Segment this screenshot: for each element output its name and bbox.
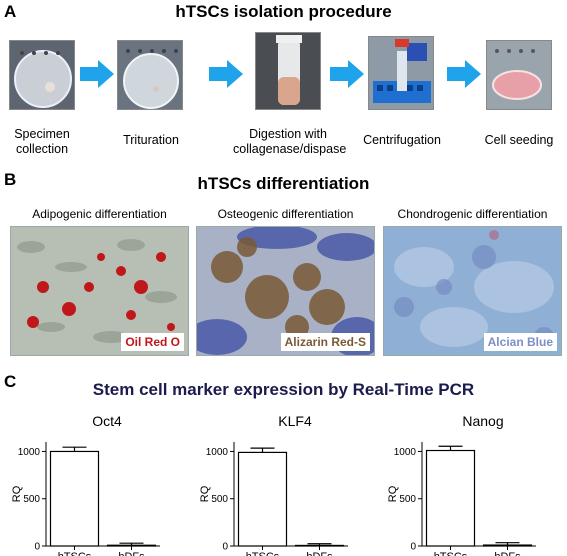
- step-label-line: collagenase/dispase: [233, 142, 347, 156]
- y-axis-label: RQ: [387, 485, 399, 502]
- culture-dish-icon: [486, 40, 552, 110]
- bar-chart-oct4: Oct4 RQ 0 500 1000 hTSCs hDFs: [11, 413, 160, 556]
- step-label-line: Centrifugation: [363, 133, 441, 147]
- bar-htscs: [237, 451, 288, 547]
- y-tick-label: 1000: [394, 447, 417, 458]
- bar-hdfs: [482, 544, 533, 547]
- x-tick-label: hDFs: [118, 551, 145, 556]
- step-label-line: Trituration: [123, 133, 179, 147]
- x-tick-label: hTSCs: [434, 551, 468, 556]
- stain-label-oil-red-o: Oil Red O: [121, 333, 184, 351]
- bar-htscs: [425, 449, 476, 547]
- step-label-digestion: Digestion with collagenase/dispase: [233, 127, 347, 157]
- step-label-line: Cell seeding: [484, 133, 554, 147]
- step-label-line: collection: [15, 142, 69, 156]
- arrow-icon: [447, 60, 481, 88]
- step-label-seeding: Cell seeding: [464, 133, 567, 148]
- arrow-icon: [80, 60, 114, 88]
- stain-label-alizarin-red-s: Alizarin Red-S: [280, 333, 370, 351]
- y-axis-label: RQ: [199, 485, 211, 502]
- bar-hdfs: [106, 544, 157, 547]
- diff-label-osteogenic: Osteogenic differentiation: [217, 207, 354, 221]
- y-tick-label: 0: [34, 542, 40, 553]
- tube-rack-icon: [368, 36, 434, 110]
- arrow-icon: [330, 60, 364, 88]
- micrograph-adipogenic: Oil Red O: [10, 226, 189, 356]
- chart-title: Nanog: [462, 413, 503, 429]
- panel-b-letter: B: [4, 170, 17, 189]
- y-tick-label: 1000: [18, 447, 41, 458]
- bar-hdfs: [294, 544, 345, 547]
- y-tick-label: 0: [410, 542, 416, 553]
- panel-c-letter: C: [4, 372, 17, 391]
- stain-label-alcian-blue: Alcian Blue: [483, 333, 557, 351]
- x-tick-label: hDFs: [494, 551, 521, 556]
- y-tick-label: 500: [211, 494, 228, 505]
- micrograph-chondrogenic: Alcian Blue: [383, 226, 562, 356]
- step-label-specimen: Specimen collection: [0, 127, 97, 157]
- tube-digestion-icon: [255, 32, 321, 110]
- petri-dish-specimen-icon: [9, 40, 75, 110]
- arrow-icon: [209, 60, 243, 88]
- chart-title: Oct4: [92, 413, 122, 429]
- chart-title: KLF4: [278, 413, 312, 429]
- step-label-trituration: Trituration: [96, 133, 206, 148]
- y-tick-label: 1000: [206, 447, 229, 458]
- y-tick-label: 0: [222, 542, 228, 553]
- step-label-line: Specimen: [14, 127, 70, 141]
- diff-label-chondrogenic: Chondrogenic differentiation: [397, 207, 548, 221]
- petri-dish-minced-icon: [117, 40, 183, 110]
- panel-b-title: hTSCs differentiation: [197, 174, 370, 193]
- y-axis-label: RQ: [11, 485, 23, 502]
- panel-c-title: Stem cell marker expression by Real-Time…: [92, 380, 475, 399]
- x-tick-label: hDFs: [306, 551, 333, 556]
- x-tick-label: hTSCs: [58, 551, 92, 556]
- step-label-centrifugation: Centrifugation: [347, 133, 457, 148]
- y-tick-label: 500: [23, 494, 40, 505]
- x-tick-label: hTSCs: [246, 551, 280, 556]
- bar-htscs: [49, 450, 100, 547]
- panel-a-letter: A: [4, 2, 17, 21]
- bar-chart-nanog: Nanog RQ 0 500 1000 hTSCs hDFs: [387, 413, 536, 556]
- y-tick-label: 500: [399, 494, 416, 505]
- micrograph-osteogenic: Alizarin Red-S: [196, 226, 375, 356]
- panel-a-title: hTSCs isolation procedure: [175, 2, 392, 21]
- step-label-line: Digestion with: [249, 127, 327, 141]
- diff-label-adipogenic: Adipogenic differentiation: [32, 207, 167, 221]
- bar-chart-klf4: KLF4 RQ 0 500 1000 hTSCs hDFs: [199, 413, 348, 556]
